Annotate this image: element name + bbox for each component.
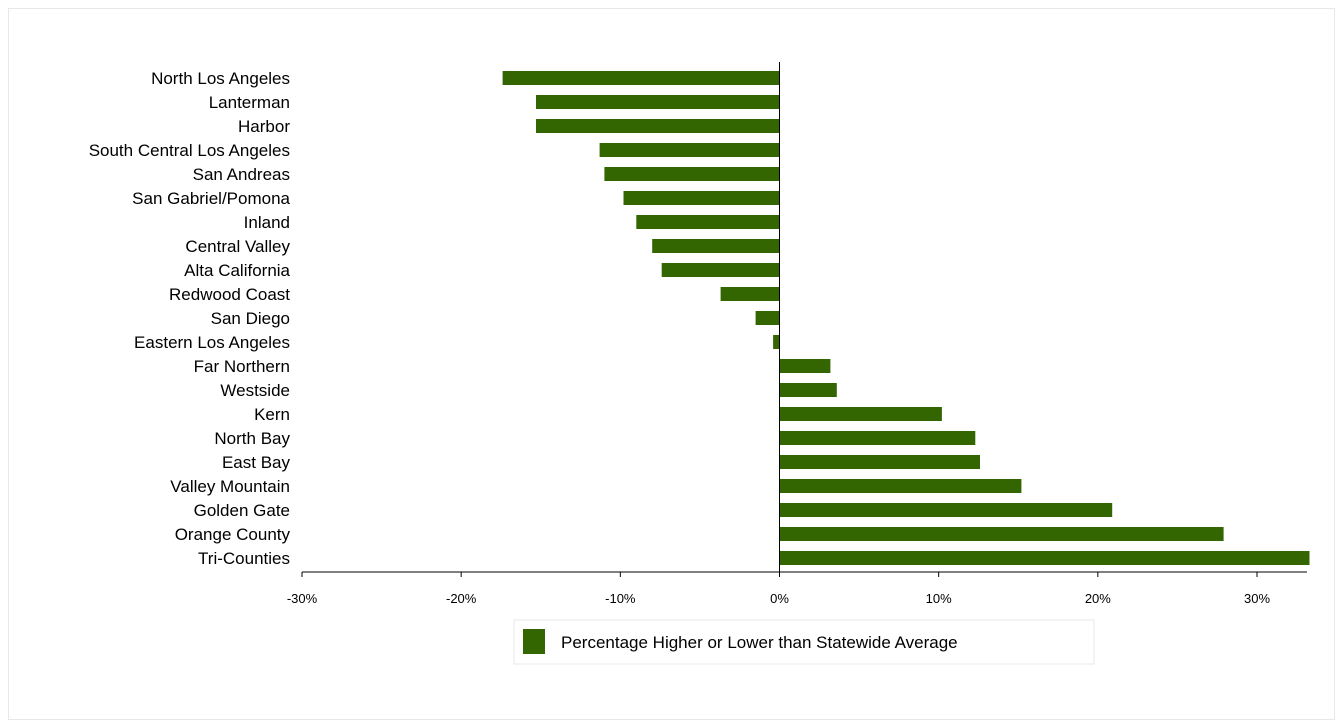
bar-lanterman: [536, 95, 780, 109]
bar-alta-california: [661, 263, 780, 277]
bar-eastern-los-angeles: [773, 335, 780, 349]
category-label: Golden Gate: [194, 501, 290, 520]
category-label: Central Valley: [185, 237, 290, 256]
category-label: Far Northern: [194, 357, 290, 376]
bar-south-central-los-angeles: [599, 143, 780, 157]
bar-golden-gate: [779, 503, 1113, 517]
category-label: San Gabriel/Pomona: [132, 189, 290, 208]
legend-swatch: [523, 629, 545, 654]
x-axis-ticks: -30% -20% -10% 0% 10% 20% 30%: [287, 572, 1270, 606]
category-label: San Andreas: [193, 165, 290, 184]
category-label: East Bay: [222, 453, 291, 472]
bar-san-andreas: [604, 167, 780, 181]
category-label: South Central Los Angeles: [89, 141, 290, 160]
x-tick-label: 0%: [770, 591, 789, 606]
category-label: North Bay: [214, 429, 290, 448]
category-label: Orange County: [175, 525, 291, 544]
bar-san-diego: [755, 311, 780, 325]
category-label: Inland: [244, 213, 290, 232]
category-label: Kern: [254, 405, 290, 424]
category-label: Lanterman: [209, 93, 290, 112]
bar-kern: [779, 407, 942, 421]
bar-tri-counties: [779, 551, 1310, 565]
bar-central-valley: [652, 239, 780, 253]
category-label: Valley Mountain: [170, 477, 290, 496]
bar-inland: [636, 215, 780, 229]
bar-redwood-coast: [720, 287, 780, 301]
bar-east-bay: [779, 455, 980, 469]
category-labels: North Los Angeles Lanterman Harbor South Ce…: [89, 69, 291, 568]
category-label: San Diego: [211, 309, 290, 328]
x-tick-label: -20%: [446, 591, 477, 606]
x-tick-label: 20%: [1085, 591, 1111, 606]
category-label: Alta California: [184, 261, 290, 280]
category-label: Redwood Coast: [169, 285, 290, 304]
legend: Percentage Higher or Lower than Statewid…: [513, 619, 1095, 665]
x-tick-label: -30%: [287, 591, 318, 606]
bar-san-gabriel-pomona: [623, 191, 780, 205]
legend-box: [513, 619, 1095, 665]
bar-valley-mountain: [779, 479, 1022, 493]
bars-group: [502, 71, 1310, 565]
x-tick-label: -10%: [605, 591, 636, 606]
x-tick-label: 30%: [1244, 591, 1270, 606]
category-label: Eastern Los Angeles: [134, 333, 290, 352]
x-tick-label: 10%: [926, 591, 952, 606]
bar-harbor: [536, 119, 780, 133]
category-label: Tri-Counties: [198, 549, 290, 568]
category-label: North Los Angeles: [151, 69, 290, 88]
bar-north-bay: [779, 431, 976, 445]
category-label: Harbor: [238, 117, 290, 136]
bar-far-northern: [779, 359, 831, 373]
bar-westside: [779, 383, 837, 397]
bar-north-los-angeles: [502, 71, 780, 85]
bar-orange-county: [779, 527, 1224, 541]
category-label: Westside: [220, 381, 290, 400]
legend-label: Percentage Higher or Lower than Statewid…: [561, 633, 958, 652]
